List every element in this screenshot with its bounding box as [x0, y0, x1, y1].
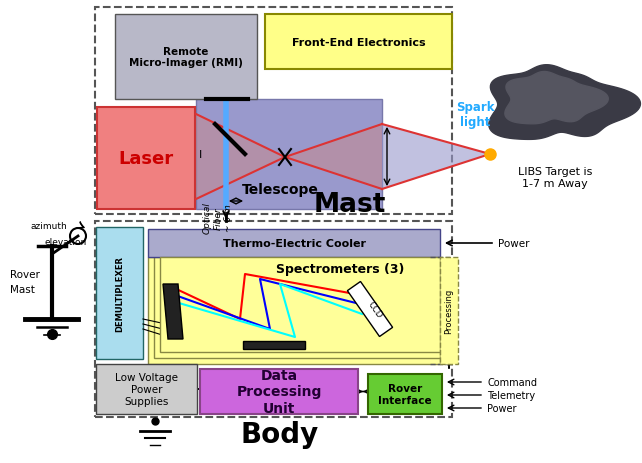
Text: DEMULTIPLEXER: DEMULTIPLEXER	[115, 256, 124, 332]
Text: Rover: Rover	[10, 269, 40, 279]
Bar	[95, 221, 452, 417]
Text: Front-End Electronics: Front-End Electronics	[291, 38, 425, 47]
Text: Processing: Processing	[444, 288, 453, 333]
Bar	[96, 227, 143, 359]
Text: LIBS Target is
1-7 m Away: LIBS Target is 1-7 m Away	[518, 167, 592, 188]
Bar	[115, 15, 257, 100]
Text: Power: Power	[498, 238, 530, 249]
Polygon shape	[243, 341, 305, 349]
Polygon shape	[347, 282, 393, 337]
Bar	[368, 374, 442, 414]
Text: Spark
light: Spark light	[456, 101, 494, 129]
Text: Body: Body	[241, 420, 319, 448]
Text: Thermo-Electric Cooler: Thermo-Electric Cooler	[223, 238, 365, 249]
Text: Telescope: Telescope	[241, 182, 318, 197]
Polygon shape	[163, 284, 183, 339]
Bar	[160, 257, 440, 352]
Text: elevation: elevation	[44, 238, 86, 247]
Polygon shape	[196, 115, 382, 200]
Text: Telemetry: Telemetry	[487, 390, 535, 400]
Bar	[97, 108, 195, 210]
Bar	[154, 257, 440, 358]
Bar	[95, 8, 452, 214]
Polygon shape	[489, 66, 641, 140]
Text: Power: Power	[487, 403, 517, 413]
Text: Low Voltage
Power
Supplies: Low Voltage Power Supplies	[115, 373, 178, 406]
Text: Laser: Laser	[118, 150, 173, 168]
Bar	[200, 369, 358, 414]
Bar	[148, 257, 440, 364]
Polygon shape	[505, 72, 608, 125]
Text: Rover
Interface: Rover Interface	[378, 383, 432, 405]
Text: CCD: CCD	[366, 299, 384, 319]
Text: Mast: Mast	[10, 284, 35, 294]
Bar	[265, 15, 452, 70]
Text: Mast: Mast	[314, 192, 386, 218]
Bar	[440, 257, 458, 364]
Bar	[196, 100, 382, 210]
Bar	[148, 230, 440, 257]
Text: Data
Processing
Unit: Data Processing Unit	[236, 369, 322, 415]
Text: Optical
Fiber
~ 6 m: Optical Fiber ~ 6 m	[203, 202, 233, 234]
Text: Command: Command	[487, 377, 537, 387]
Text: azimuth: azimuth	[30, 222, 67, 231]
Text: Spectrometers (3): Spectrometers (3)	[276, 263, 404, 276]
Text: I: I	[198, 150, 202, 160]
Text: Remote
Micro-Imager (RMI): Remote Micro-Imager (RMI)	[129, 47, 243, 68]
Polygon shape	[382, 125, 490, 189]
Bar	[96, 364, 197, 414]
